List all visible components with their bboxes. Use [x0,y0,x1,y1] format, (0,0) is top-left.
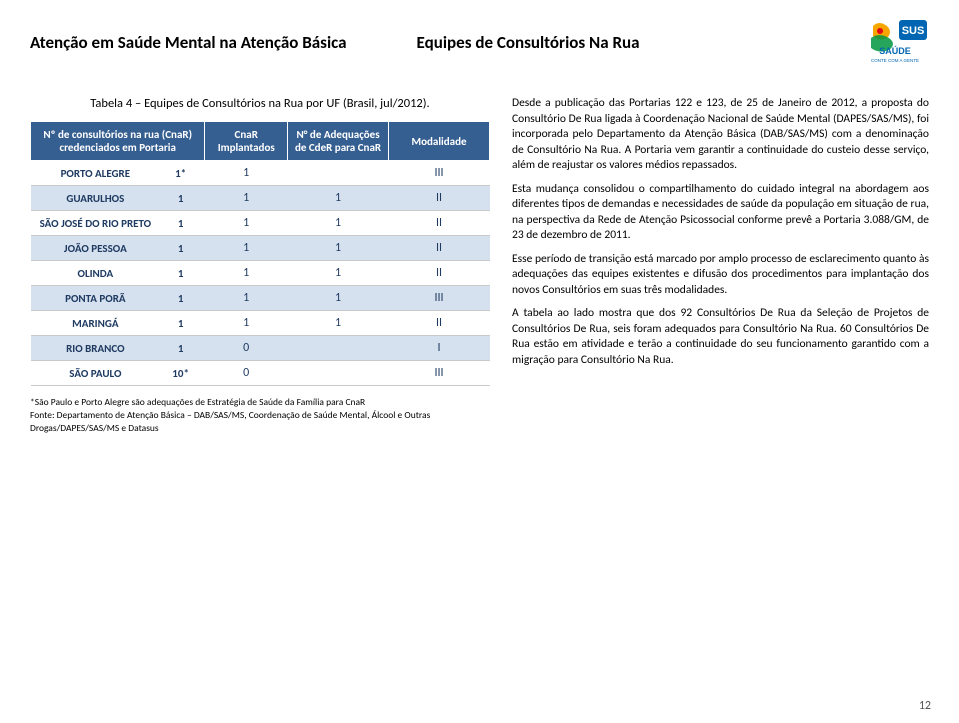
paragraph-1: Desde a publicação das Portarias 122 e 1… [512,96,929,174]
paragraph-4: A tabela ao lado mostra que dos 92 Consu… [512,306,929,368]
cell-impl: 1 [205,161,288,186]
table-row: JOÃO PESSOA111II [31,236,490,261]
cell-city: JOÃO PESSOA1 [31,236,205,261]
cell-city: SÃO PAULO10* [31,361,205,386]
paragraph-2: Esta mudança consolidou o compartilhamen… [512,182,929,244]
cell-mod: II [389,186,490,211]
svg-text:CONTE COM A GENTE: CONTE COM A GENTE [871,58,919,63]
cell-impl: 1 [205,311,288,336]
svg-text:SAÚDE: SAÚDE [879,45,911,56]
cell-impl: 0 [205,361,288,386]
data-table: Nº de consultórios na rua (CnaR) credenc… [30,121,490,386]
cell-mod: I [389,336,490,361]
right-column: Desde a publicação das Portarias 122 e 1… [512,96,929,434]
cell-adeq: 1 [288,236,389,261]
cell-mod: II [389,261,490,286]
svg-text:SUS: SUS [902,25,925,37]
header-title-left: Atenção em Saúde Mental na Atenção Básic… [30,32,347,53]
table-row: PORTO ALEGRE1*1 III [31,161,490,186]
cell-mod: III [389,161,490,186]
cell-city: SÃO JOSÉ DO RIO PRETO1 [31,211,205,236]
cell-city: RIO BRANCO1 [31,336,205,361]
page-number: 12 [919,699,931,713]
table-row: PONTA PORÃ111III [31,286,490,311]
cell-adeq [288,161,389,186]
cell-city: PONTA PORÃ1 [31,286,205,311]
header-titles: Atenção em Saúde Mental na Atenção Básic… [30,32,865,53]
cell-adeq: 1 [288,286,389,311]
cell-mod: II [389,311,490,336]
cell-impl: 1 [205,236,288,261]
cell-city: GUARULHOS1 [31,186,205,211]
table-row: MARINGÁ111II [31,311,490,336]
header-title-right: Equipes de Consultórios Na Rua [417,32,640,53]
cell-impl: 0 [205,336,288,361]
left-column: Tabela 4 – Equipes de Consultórios na Ru… [30,96,490,434]
page-header: Atenção em Saúde Mental na Atenção Básic… [30,18,929,66]
table-row: RIO BRANCO10 I [31,336,490,361]
th-col4: Modalidade [389,122,490,161]
table-caption: Tabela 4 – Equipes de Consultórios na Ru… [30,96,490,111]
cell-adeq [288,336,389,361]
cell-impl: 1 [205,261,288,286]
table-row: SÃO JOSÉ DO RIO PRETO111II [31,211,490,236]
sus-logo: SUS SAÚDE CONTE COM A GENTE [865,18,929,66]
cell-mod: III [389,361,490,386]
th-col2: CnaR Implantados [205,122,288,161]
cell-adeq: 1 [288,261,389,286]
cell-adeq [288,361,389,386]
cell-city: PORTO ALEGRE1* [31,161,205,186]
table-row: GUARULHOS111II [31,186,490,211]
table-footnote: *São Paulo e Porto Alegre são adequações… [30,396,490,434]
cell-adeq: 1 [288,186,389,211]
cell-city: MARINGÁ1 [31,311,205,336]
cell-impl: 1 [205,211,288,236]
content-row: Tabela 4 – Equipes de Consultórios na Ru… [30,96,929,434]
cell-mod: II [389,211,490,236]
cell-mod: III [389,286,490,311]
cell-adeq: 1 [288,211,389,236]
table-row: SÃO PAULO10*0 III [31,361,490,386]
table-row: OLINDA111II [31,261,490,286]
cell-impl: 1 [205,186,288,211]
th-col1: Nº de consultórios na rua (CnaR) credenc… [31,122,205,161]
cell-impl: 1 [205,286,288,311]
cell-mod: II [389,236,490,261]
cell-city: OLINDA1 [31,261,205,286]
th-col3: N° de Adequações de CdeR para CnaR [288,122,389,161]
paragraph-3: Esse período de transição está marcado p… [512,252,929,299]
cell-adeq: 1 [288,311,389,336]
